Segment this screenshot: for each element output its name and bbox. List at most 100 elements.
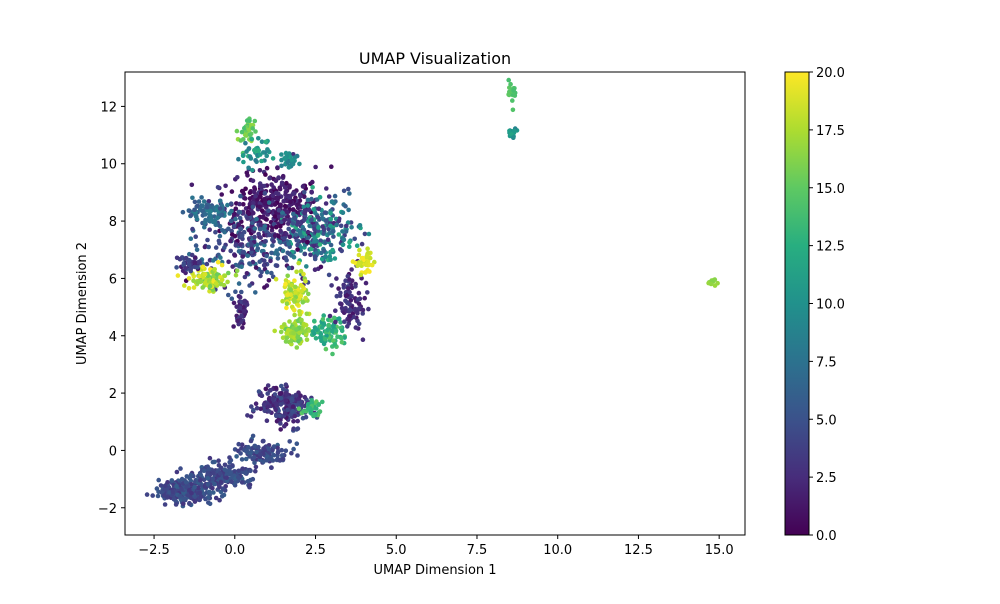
data-point <box>203 212 208 217</box>
data-point <box>343 229 349 234</box>
data-point <box>512 93 518 98</box>
data-point <box>347 307 353 312</box>
data-point <box>190 195 195 201</box>
data-point <box>506 77 512 83</box>
data-point <box>171 497 177 502</box>
data-point <box>251 210 256 216</box>
data-point <box>188 472 194 478</box>
data-point <box>341 237 347 243</box>
data-point <box>253 265 259 270</box>
data-point <box>244 302 250 307</box>
data-point <box>234 454 239 459</box>
data-point <box>226 259 231 265</box>
data-point <box>310 185 315 190</box>
data-point <box>283 382 289 388</box>
data-point <box>283 281 288 287</box>
data-point <box>195 280 201 285</box>
data-point <box>293 290 298 295</box>
data-point <box>228 238 233 244</box>
data-point <box>303 414 309 420</box>
data-point <box>280 335 286 341</box>
data-point <box>315 233 321 238</box>
data-point <box>256 231 262 237</box>
data-point <box>292 312 297 318</box>
data-point <box>259 269 264 275</box>
x-tick-label: −2.5 <box>138 543 170 558</box>
data-point <box>242 196 248 201</box>
data-point <box>188 236 194 241</box>
data-point <box>247 484 252 490</box>
data-point <box>192 260 198 265</box>
data-point <box>250 259 256 265</box>
data-point <box>211 490 216 495</box>
data-point <box>248 414 254 419</box>
data-point <box>219 277 225 283</box>
data-point <box>295 453 300 458</box>
data-point <box>233 289 238 295</box>
data-point <box>279 180 285 186</box>
data-point <box>366 231 372 237</box>
data-point <box>359 241 365 247</box>
data-point <box>314 327 319 332</box>
data-point <box>279 163 284 169</box>
x-tick-label: 10.0 <box>543 543 572 558</box>
data-point <box>287 319 292 324</box>
data-point <box>238 242 243 247</box>
data-point <box>247 261 252 266</box>
data-point <box>326 272 332 278</box>
data-point <box>229 232 235 237</box>
data-point <box>280 298 285 304</box>
data-point <box>253 290 258 295</box>
data-point <box>296 260 302 266</box>
data-point <box>198 477 203 483</box>
data-point <box>266 200 272 205</box>
data-point <box>328 223 333 229</box>
data-point <box>246 227 252 233</box>
data-point <box>201 199 207 204</box>
data-point <box>202 244 208 250</box>
data-point <box>284 209 290 215</box>
data-point <box>283 448 289 454</box>
data-point <box>247 283 252 288</box>
data-point <box>240 253 246 259</box>
data-point <box>263 139 269 145</box>
data-point <box>266 232 272 238</box>
data-point <box>287 234 293 240</box>
data-point <box>262 239 268 244</box>
scatter-points <box>144 77 720 509</box>
data-point <box>203 496 208 502</box>
data-point <box>266 409 272 414</box>
data-point <box>249 249 254 255</box>
data-point <box>222 273 228 279</box>
data-point <box>207 489 212 495</box>
data-point <box>297 161 302 167</box>
data-point <box>316 206 321 212</box>
data-point <box>199 195 204 200</box>
data-point <box>174 469 180 475</box>
data-point <box>302 210 307 216</box>
data-point <box>312 318 317 324</box>
data-point <box>322 254 328 260</box>
data-point <box>274 413 279 419</box>
data-point <box>253 468 258 474</box>
colorbar-tick-label: 2.5 <box>816 471 837 486</box>
data-point <box>189 482 194 487</box>
data-point <box>241 229 247 235</box>
data-point <box>155 493 161 499</box>
data-point <box>262 285 267 290</box>
data-point <box>180 209 186 215</box>
data-point <box>252 185 257 190</box>
x-tick-label: 7.5 <box>467 543 488 558</box>
data-point <box>264 418 270 424</box>
data-point <box>236 441 241 447</box>
data-point <box>295 238 301 244</box>
data-point <box>193 234 198 239</box>
data-point <box>343 293 349 299</box>
data-point <box>323 218 329 223</box>
data-point <box>253 158 258 163</box>
data-point <box>300 300 306 305</box>
data-point <box>226 292 231 298</box>
data-point <box>272 328 278 334</box>
data-point <box>258 235 263 240</box>
